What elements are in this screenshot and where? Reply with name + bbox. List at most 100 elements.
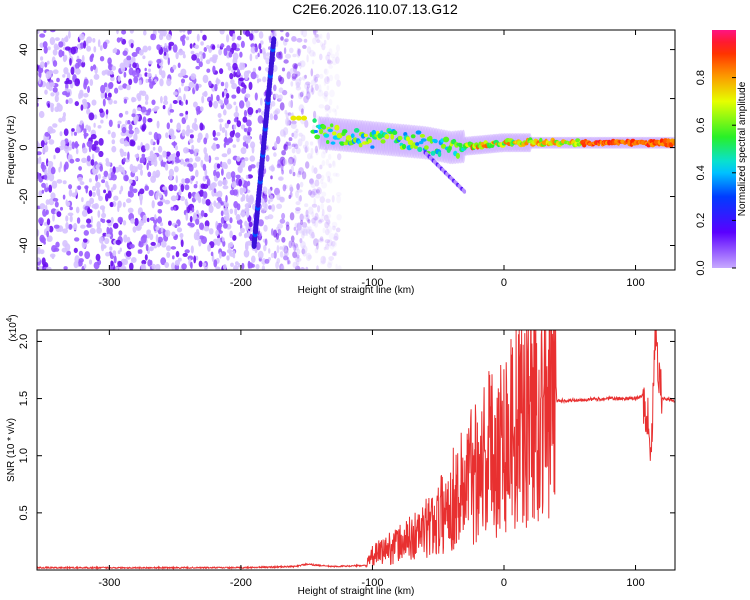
noise-dot bbox=[166, 122, 170, 130]
noise-dot bbox=[83, 128, 87, 134]
noise-dot bbox=[188, 81, 195, 88]
noise-dot bbox=[270, 100, 276, 107]
noise-dot bbox=[229, 72, 234, 80]
noise-dot bbox=[202, 74, 209, 84]
noise-dot bbox=[306, 86, 309, 94]
noise-dot bbox=[228, 51, 233, 58]
noise-dot bbox=[208, 205, 214, 214]
noise-dot bbox=[102, 41, 108, 50]
noise-dot bbox=[324, 104, 331, 111]
noise-dot bbox=[151, 200, 155, 209]
noise-dot bbox=[198, 239, 202, 247]
noise-dot bbox=[47, 166, 52, 175]
noise-dot bbox=[162, 105, 166, 110]
noise-dot bbox=[269, 35, 272, 44]
noise-dot bbox=[195, 169, 199, 178]
noise-dot bbox=[54, 201, 59, 208]
noise-dot bbox=[176, 151, 180, 158]
noise-dot bbox=[111, 65, 117, 71]
noise-dot bbox=[271, 228, 274, 236]
noise-dot bbox=[197, 132, 203, 141]
noise-dot bbox=[319, 164, 323, 170]
noise-dot bbox=[270, 175, 273, 180]
noise-dot bbox=[117, 120, 122, 125]
noise-dot bbox=[62, 112, 66, 118]
noise-dot bbox=[328, 64, 334, 69]
noise-dot bbox=[83, 230, 90, 236]
noise-dot bbox=[262, 186, 268, 193]
noise-dot bbox=[83, 134, 87, 139]
noise-dot bbox=[155, 173, 159, 178]
noise-dot bbox=[168, 168, 174, 177]
noise-dot bbox=[219, 123, 222, 132]
noise-dot bbox=[229, 230, 233, 239]
noise-dot bbox=[240, 227, 245, 233]
noise-dot bbox=[300, 30, 304, 36]
noise-dot bbox=[227, 149, 230, 155]
noise-dot bbox=[139, 49, 144, 56]
noise-dot bbox=[300, 219, 304, 225]
noise-dot bbox=[117, 75, 121, 82]
colorbar-label: Normalized spectral amplitude bbox=[737, 81, 748, 216]
noise-dot bbox=[307, 206, 314, 215]
noise-dot bbox=[91, 153, 95, 161]
noise-dot bbox=[40, 140, 45, 148]
noise-dot bbox=[229, 208, 234, 214]
trace-blob bbox=[334, 124, 340, 131]
noise-dot bbox=[77, 185, 82, 190]
noise-dot bbox=[95, 174, 99, 182]
noise-dot bbox=[164, 188, 168, 197]
noise-dot bbox=[291, 241, 295, 247]
noise-dot bbox=[180, 196, 186, 202]
noise-dot bbox=[147, 45, 152, 51]
noise-dot bbox=[145, 244, 149, 252]
noise-dot bbox=[307, 254, 313, 260]
noise-dot bbox=[68, 184, 73, 190]
noise-dot bbox=[111, 145, 117, 153]
noise-dot bbox=[50, 30, 56, 33]
noise-dot bbox=[335, 172, 340, 178]
noise-dot bbox=[286, 71, 291, 80]
noise-dot bbox=[127, 151, 130, 160]
noise-dot bbox=[264, 258, 270, 264]
noise-dot bbox=[329, 89, 335, 98]
noise-dot bbox=[248, 165, 252, 172]
noise-dot bbox=[88, 190, 93, 197]
noise-dot bbox=[332, 225, 336, 231]
noise-dot bbox=[226, 34, 230, 43]
noise-dot bbox=[143, 30, 147, 36]
noise-dot bbox=[292, 130, 298, 139]
noise-dot bbox=[157, 145, 163, 153]
noise-dot bbox=[313, 74, 317, 81]
noise-dot bbox=[203, 137, 208, 145]
noise-dot bbox=[139, 157, 146, 163]
noise-dot bbox=[183, 161, 187, 167]
noise-dot bbox=[311, 59, 315, 65]
noise-dot bbox=[295, 78, 302, 87]
noise-dot bbox=[203, 212, 208, 218]
trace-blob bbox=[367, 139, 372, 143]
noise-dot bbox=[49, 37, 56, 45]
noise-dot bbox=[323, 90, 329, 97]
noise-dot bbox=[298, 227, 303, 234]
noise-dot bbox=[260, 40, 264, 45]
noise-dot bbox=[281, 212, 286, 220]
noise-dot bbox=[113, 255, 117, 264]
noise-dot bbox=[213, 137, 219, 141]
noise-dot bbox=[252, 67, 256, 73]
noise-dot bbox=[232, 33, 236, 40]
noise-dot bbox=[235, 105, 238, 114]
noise-dot bbox=[112, 222, 119, 229]
noise-dot bbox=[182, 54, 186, 59]
noise-dot bbox=[195, 233, 200, 241]
noise-dot bbox=[66, 250, 71, 256]
noise-dot bbox=[274, 238, 281, 243]
noise-dot bbox=[216, 44, 220, 49]
noise-dot bbox=[164, 151, 167, 158]
noise-dot bbox=[75, 206, 80, 214]
noise-dot bbox=[131, 56, 136, 64]
trace-blob bbox=[437, 151, 442, 158]
noise-dot bbox=[277, 223, 283, 229]
noise-dot bbox=[298, 77, 302, 81]
noise-dot bbox=[166, 78, 172, 87]
